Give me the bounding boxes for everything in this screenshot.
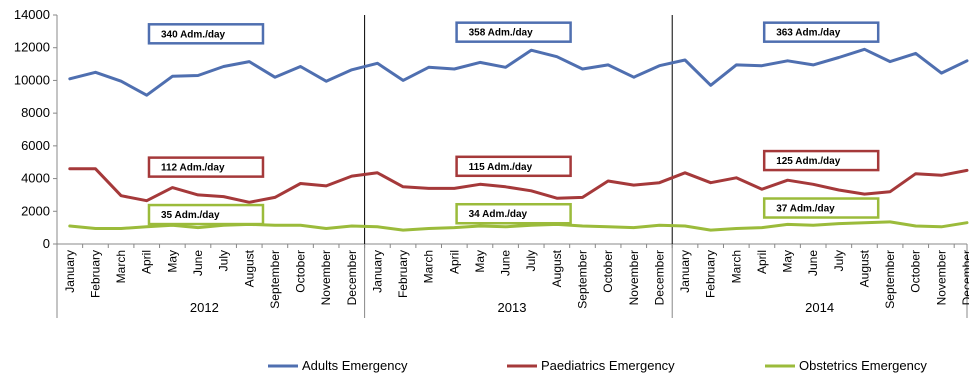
x-tick-label: January <box>370 250 384 293</box>
x-tick-label: February <box>396 250 410 298</box>
series-line-obstetrics-emergency <box>68 220 969 232</box>
annotation-label: 35 Adm./day <box>161 210 220 221</box>
legend-item: Adults Emergency <box>268 358 408 373</box>
annotation-box: 34 Adm./day <box>455 202 572 225</box>
y-tick-label: 2000 <box>21 203 50 218</box>
annotation-box-frame <box>455 21 572 43</box>
y-tick-label: 6000 <box>21 138 50 153</box>
year-label: 2012 <box>190 300 219 315</box>
y-tick-label: 12000 <box>14 40 50 55</box>
x-tick-label: October <box>909 250 923 293</box>
annotation-label: 125 Adm./day <box>776 156 841 167</box>
annotation-box-frame <box>762 197 880 219</box>
x-tick-label: January <box>63 250 77 293</box>
annotation-boxes: 340 Adm./day 358 Adm./day 363 Adm./day 112 … <box>147 21 880 226</box>
y-tick-label: 14000 <box>14 7 50 22</box>
x-tick-label: January <box>678 250 692 293</box>
axes <box>56 15 968 318</box>
x-tick-label: February <box>88 250 102 298</box>
y-tick-label: 10000 <box>14 72 50 87</box>
annotation-box: 358 Adm./day <box>455 21 572 43</box>
x-tick-label: October <box>294 250 308 293</box>
year-label: 2014 <box>805 300 834 315</box>
annotation-box: 37 Adm./day <box>762 197 880 219</box>
y-tick-label: 4000 <box>21 171 50 186</box>
x-tick-label: July <box>217 250 231 271</box>
annotation-box-frame <box>762 21 880 43</box>
x-tick-label: December <box>345 250 359 305</box>
x-axis-years: 2012 2013 2014 <box>190 300 834 315</box>
annotation-box-frame <box>455 202 572 225</box>
legend-item: Paediatrics Emergency <box>507 358 675 373</box>
x-tick-label: February <box>704 250 718 298</box>
annotation-box-frame <box>762 149 880 172</box>
x-tick-label: June <box>499 250 513 276</box>
annotation-label: 112 Adm./day <box>161 163 225 174</box>
x-tick-label: August <box>550 249 564 287</box>
legend: Adults Emergency Paediatrics Emergency Obs… <box>268 358 927 373</box>
x-tick-label: August <box>242 249 256 287</box>
annotation-label: 363 Adm./day <box>776 28 841 39</box>
series-line-adults-emergency <box>68 47 969 97</box>
annotation-label: 115 Adm./day <box>469 162 533 173</box>
x-tick-label: November <box>319 250 333 305</box>
x-tick-label: July <box>524 250 538 271</box>
annotation-label: 37 Adm./day <box>776 204 835 215</box>
annotation-box-frame <box>455 155 572 178</box>
y-tick-label: 8000 <box>21 105 50 120</box>
x-tick-label: July <box>832 250 846 271</box>
x-tick-label: March <box>729 250 743 283</box>
legend-item: Obstetrics Emergency <box>765 358 927 373</box>
x-tick-label: March <box>114 250 128 283</box>
annotation-box-frame <box>147 156 265 178</box>
legend-label: Adults Emergency <box>302 358 408 373</box>
x-tick-label: May <box>165 250 179 273</box>
x-tick-label: September <box>268 250 282 309</box>
x-tick-label: November <box>934 250 948 305</box>
x-tick-label: April <box>755 250 769 274</box>
annotation-box: 115 Adm./day <box>455 155 572 178</box>
x-tick-label: September <box>575 250 589 309</box>
legend-label: Obstetrics Emergency <box>799 358 927 373</box>
x-tick-label: October <box>601 250 615 293</box>
annotation-box: 35 Adm./day <box>147 203 265 226</box>
x-axis-ticks: January February March April May June July Augu… <box>56 244 969 309</box>
series-line-paediatrics-emergency <box>68 167 969 204</box>
annotation-box: 340 Adm./day <box>147 23 265 45</box>
x-tick-label: June <box>191 250 205 276</box>
x-tick-label: June <box>806 250 820 276</box>
annotation-label: 358 Adm./day <box>469 28 534 39</box>
x-tick-label: May <box>473 250 487 273</box>
x-tick-label: March <box>422 250 436 283</box>
annotation-label: 34 Adm./day <box>469 209 528 220</box>
annotation-box-frame <box>147 203 265 226</box>
x-tick-label: April <box>140 250 154 274</box>
annotation-box: 363 Adm./day <box>762 21 880 43</box>
annotation-label: 340 Adm./day <box>161 29 226 40</box>
year-label: 2013 <box>498 300 527 315</box>
annotation-box-frame <box>147 23 265 45</box>
x-tick-label: December <box>652 250 666 305</box>
x-tick-label: May <box>781 250 795 273</box>
series-lines <box>68 47 969 232</box>
legend-label: Paediatrics Emergency <box>541 358 675 373</box>
x-tick-label: November <box>627 250 641 305</box>
x-tick-label: December <box>960 250 969 305</box>
annotation-box: 112 Adm./day <box>147 156 265 178</box>
x-tick-label: September <box>883 250 897 309</box>
x-tick-label: August <box>857 249 871 287</box>
y-tick-label: 0 <box>43 236 50 251</box>
annotation-box: 125 Adm./day <box>762 149 880 172</box>
x-tick-label: April <box>447 250 461 274</box>
y-axis-ticks: 0 2000 4000 6000 8000 10000 12000 14000 <box>14 7 57 251</box>
